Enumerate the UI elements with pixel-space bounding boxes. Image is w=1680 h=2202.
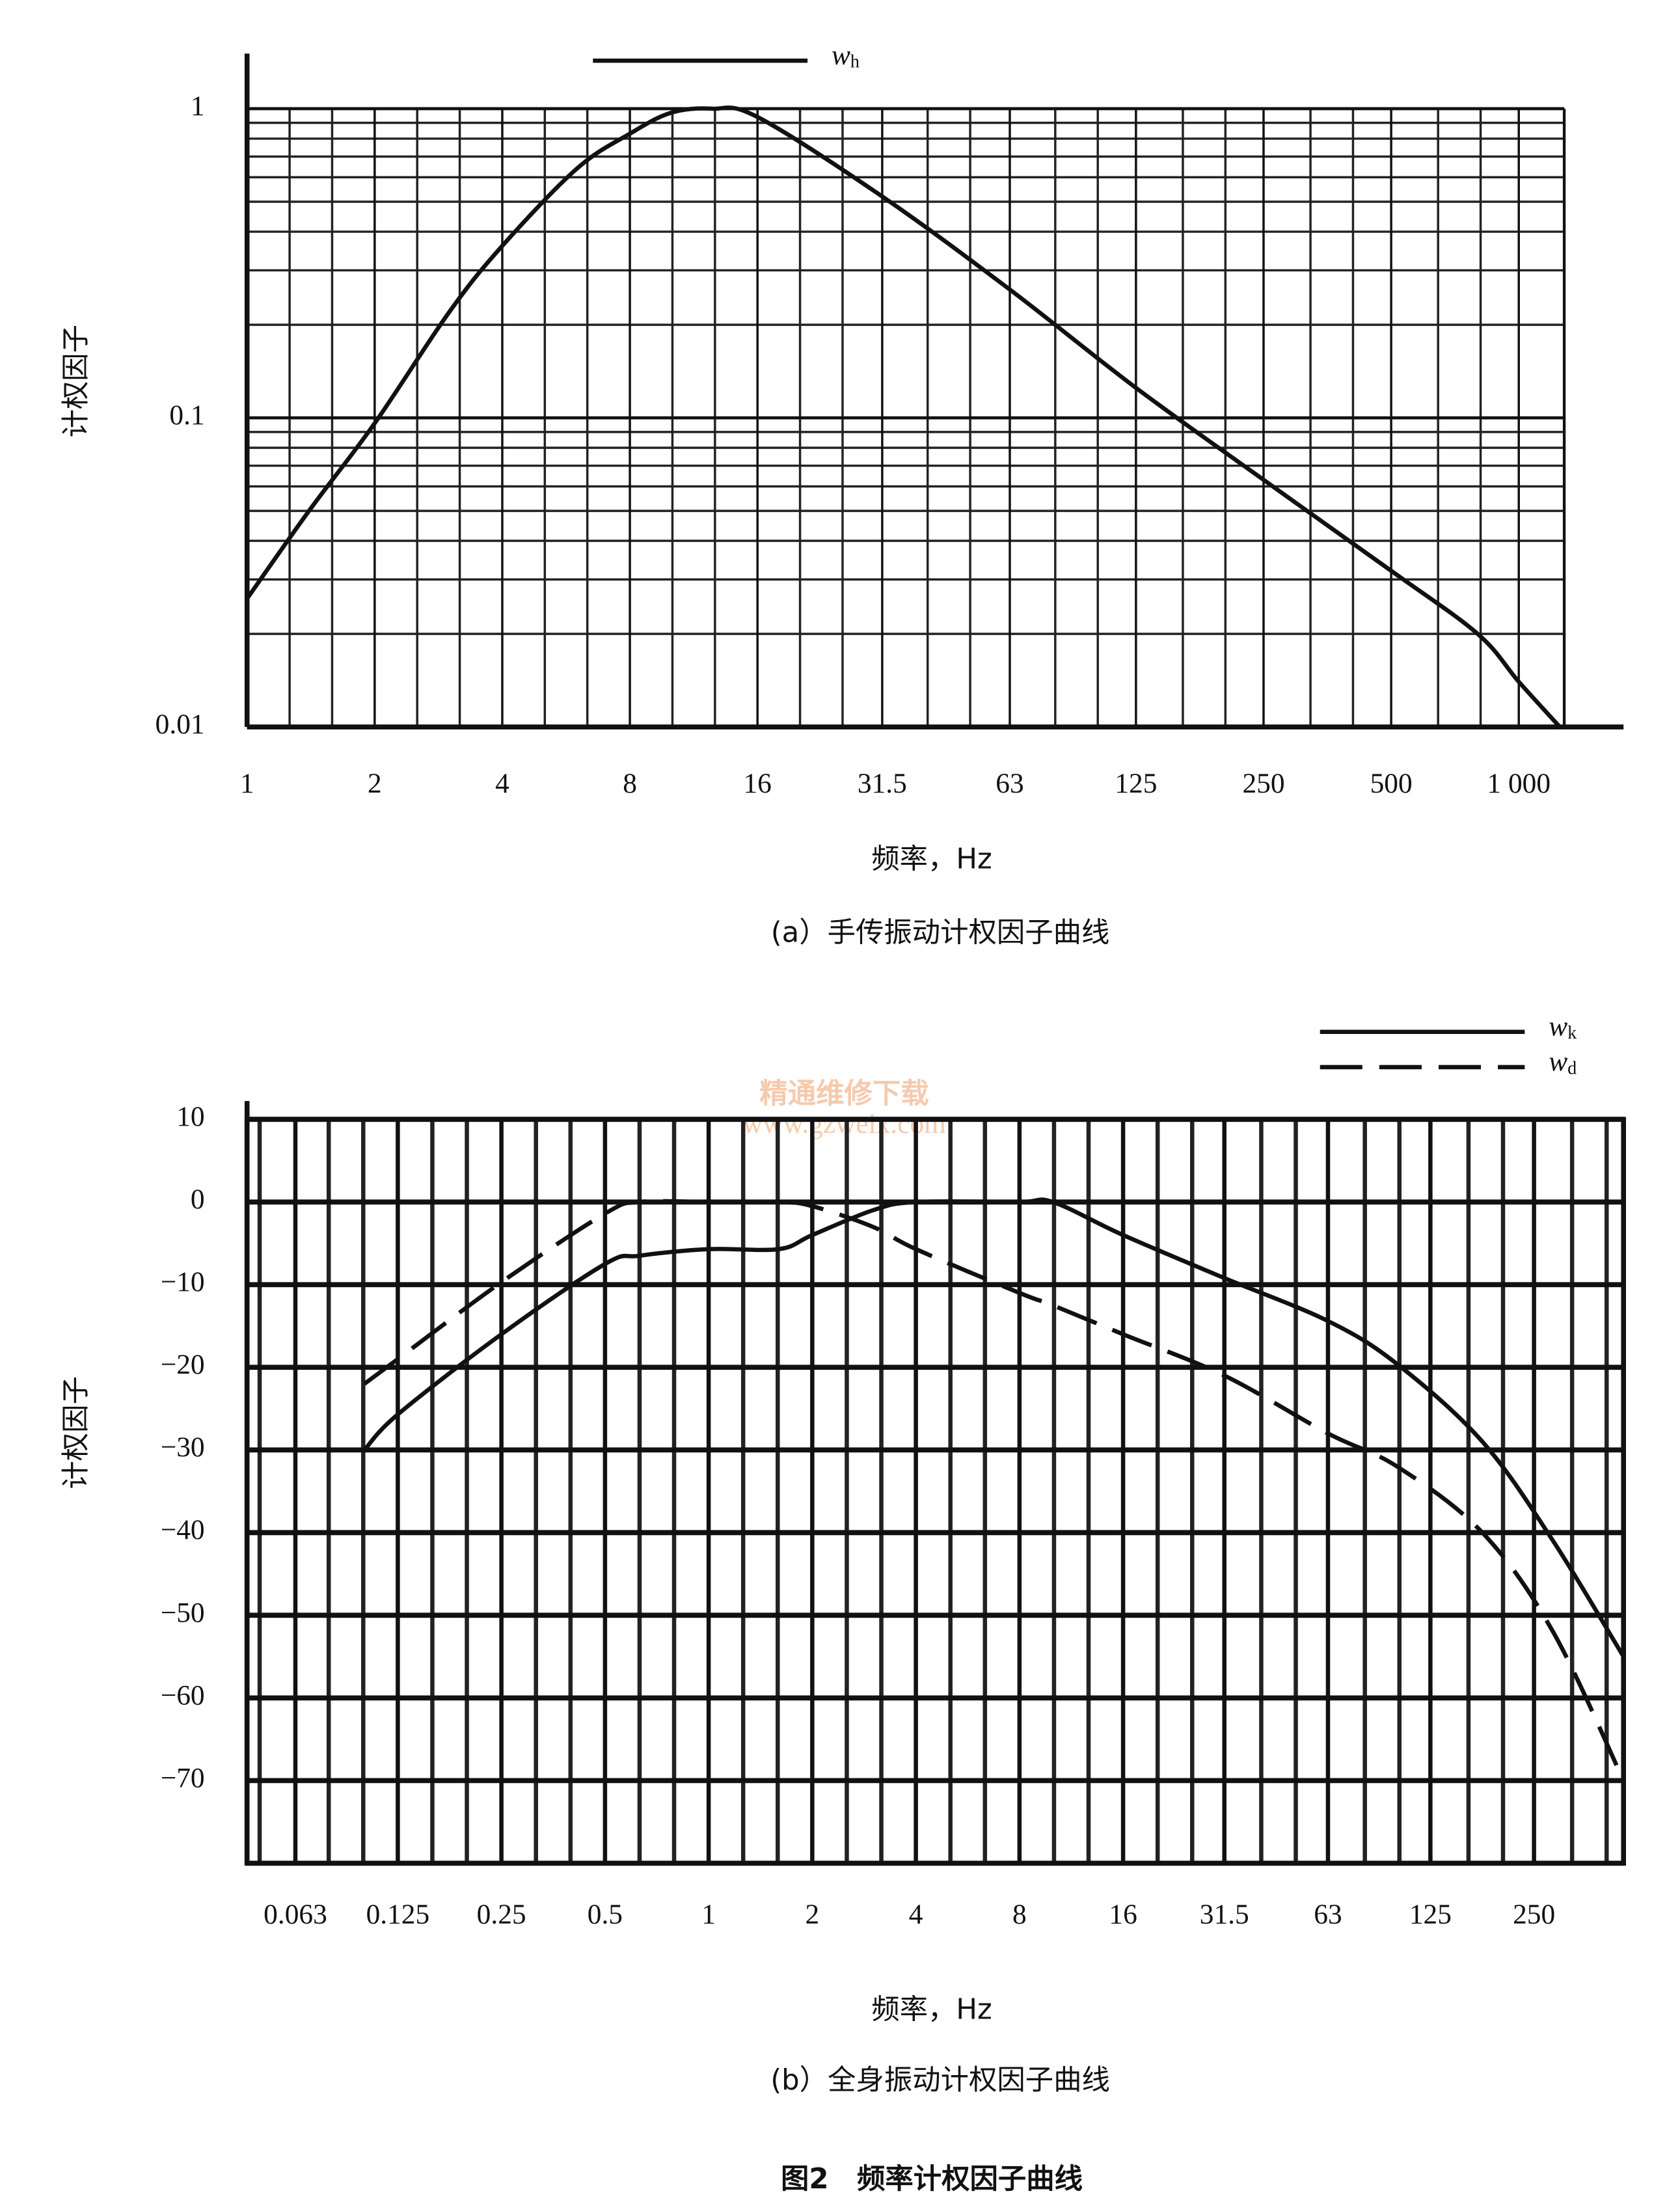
y-tick-label: −70 <box>161 1762 205 1793</box>
watermark-title: 精通维修下载 <box>759 1078 928 1110</box>
y-tick-label: −30 <box>161 1432 205 1463</box>
legend-label: wk <box>1549 1011 1577 1043</box>
y-tick-label: −10 <box>161 1266 205 1298</box>
y-tick-label: 10 <box>176 1101 204 1132</box>
x-tick-label: 8 <box>623 768 637 799</box>
y-tick-label: −60 <box>161 1679 205 1711</box>
x-tick-label: 0.063 <box>264 1899 327 1930</box>
x-tick-label: 63 <box>1314 1899 1342 1930</box>
series-line <box>363 1199 1626 1782</box>
legend-label: wh <box>832 40 860 72</box>
x-tick-label: 2 <box>368 768 382 799</box>
y-axis-label: 计权因子 <box>60 325 92 437</box>
x-tick-label: 8 <box>1012 1899 1027 1930</box>
x-tick-label: 250 <box>1513 1899 1555 1930</box>
x-tick-label: 4 <box>495 768 509 799</box>
y-tick-label: 0.01 <box>156 709 205 740</box>
x-tick-label: 125 <box>1409 1899 1452 1930</box>
y-tick-label: −40 <box>161 1514 205 1545</box>
x-axis-label: 频率，Hz <box>871 1994 992 2026</box>
y-tick-label: 1 <box>191 90 205 122</box>
x-tick-label: 2 <box>806 1899 820 1930</box>
x-tick-label: 250 <box>1242 768 1284 799</box>
x-tick-label: 0.25 <box>477 1899 526 1930</box>
figure-caption: 图2 频率计权因子曲线 <box>781 2163 1083 2195</box>
y-tick-label: 0.1 <box>169 400 204 431</box>
y-axis-label: 计权因子 <box>60 1376 92 1489</box>
x-tick-label: 0.125 <box>366 1899 430 1930</box>
x-tick-label: 16 <box>1109 1899 1137 1930</box>
x-tick-label: 1 <box>701 1899 716 1930</box>
x-tick-label: 125 <box>1115 768 1157 799</box>
legend-label: wd <box>1549 1046 1577 1079</box>
x-tick-label: 31.5 <box>858 768 907 799</box>
x-axis-label: 频率，Hz <box>871 843 992 876</box>
x-tick-label: 500 <box>1370 768 1413 799</box>
series-line <box>362 1197 1625 1658</box>
x-tick-label: 16 <box>744 768 772 799</box>
x-tick-label: 63 <box>996 768 1023 799</box>
chart-caption: (a）手传振动计权因子曲线 <box>771 917 1110 949</box>
x-tick-label: 4 <box>909 1899 923 1930</box>
x-tick-label: 31.5 <box>1200 1899 1249 1930</box>
x-tick-label: 1 000 <box>1487 768 1551 799</box>
plot-frame <box>244 1117 1627 1866</box>
y-tick-label: −50 <box>161 1597 205 1628</box>
chart-caption: (b）全身振动计权因子曲线 <box>770 2064 1110 2097</box>
x-tick-label: 0.5 <box>588 1899 623 1930</box>
x-tick-label: 1 <box>240 768 254 799</box>
series-line <box>245 105 1562 729</box>
y-tick-label: 0 <box>191 1184 205 1215</box>
plot-area: 1 2 4 8 16 31.5 63 125 250 500 1 000 0.01 0.1 1 wh 计权因子… <box>60 40 1624 949</box>
y-tick-label: −20 <box>161 1349 205 1380</box>
plot-area: 0.063 0.125 0.25 0.5 1 2 4 8 16 31.5 63 125 250 10 0 −1… <box>60 1011 1627 2097</box>
